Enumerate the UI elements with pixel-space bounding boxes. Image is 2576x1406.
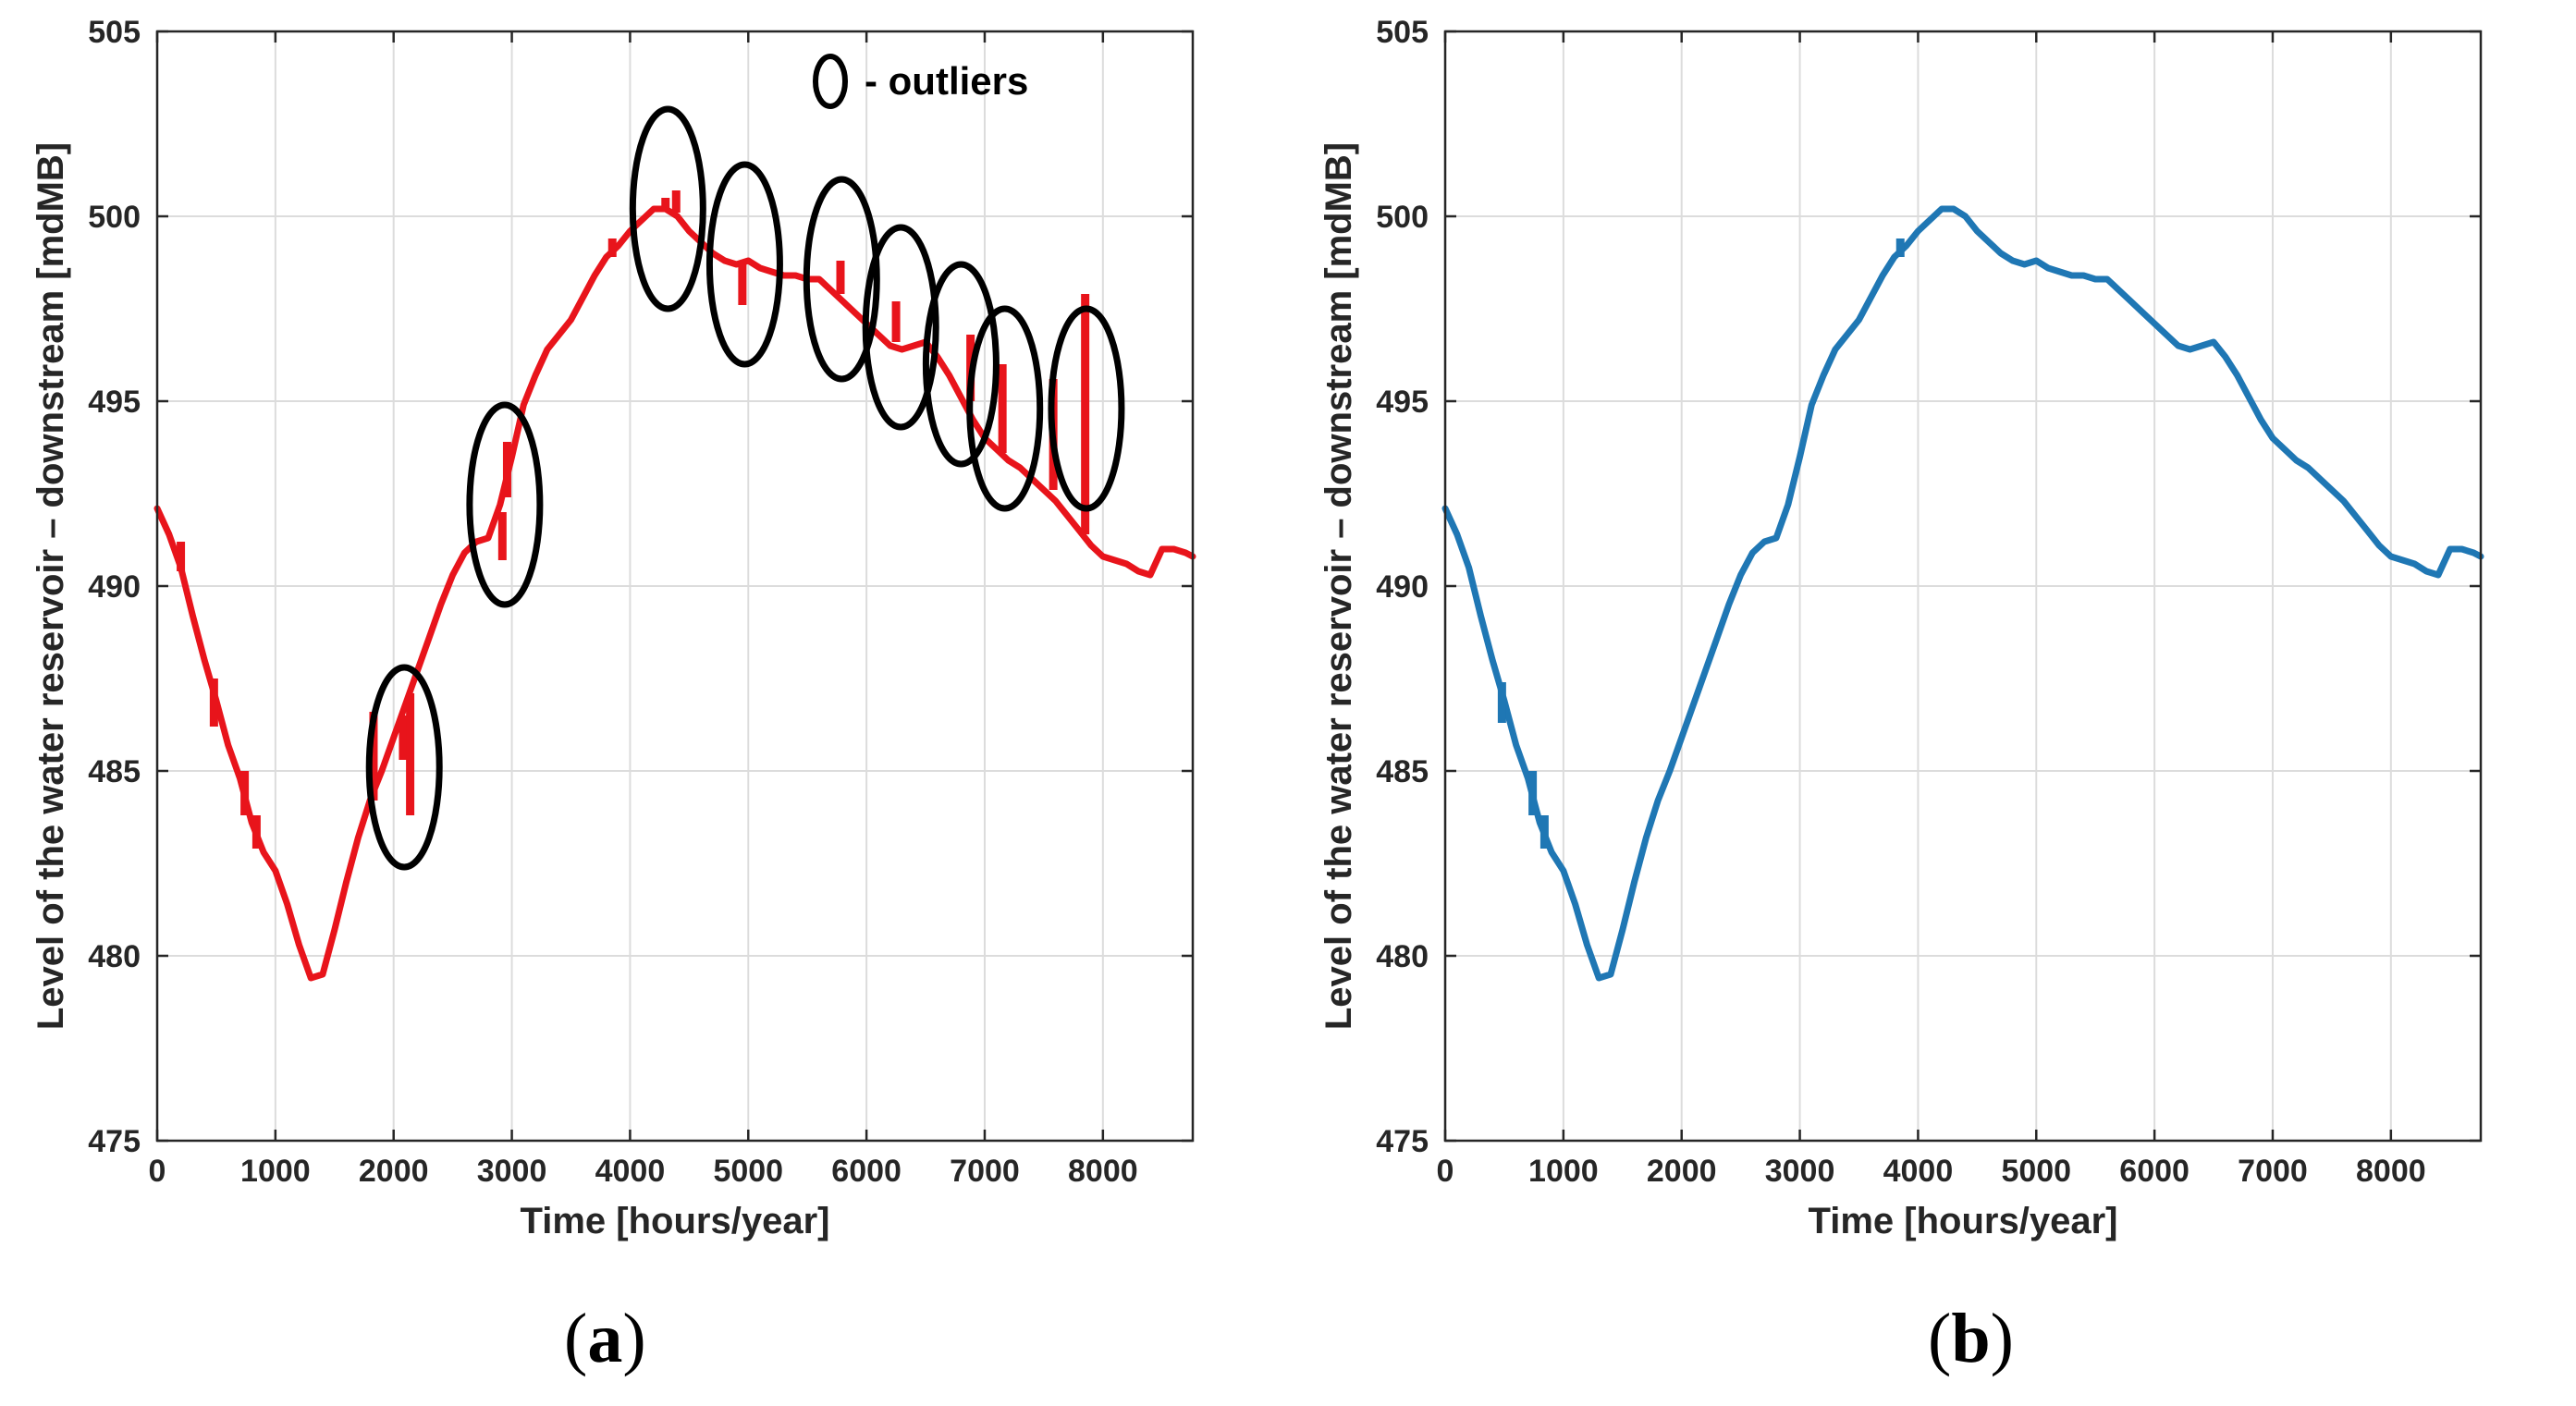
x-tick-label: 5000 [713,1154,783,1189]
panel-label-a-close: ) [622,1300,646,1377]
y-tick-label: 495 [1376,385,1429,420]
outlier-ellipse [705,161,783,368]
outlier-ellipse [803,176,880,383]
chart-panel-b: 0 1000 2000 3000 4000 5000 6000 7000 8000 475 480 4… [1319,15,2484,1241]
x-tick-label: 4000 [595,1154,666,1189]
outlier-ellipse [466,401,544,608]
y-tick-label: 485 [1376,754,1429,789]
x-tick-label: 4000 [1883,1154,1954,1189]
y-tick-label: 500 [88,200,141,235]
outlier-ellipse [862,224,939,431]
x-tick-label: 8000 [2356,1154,2426,1189]
panel-label-a-open: ( [564,1300,588,1377]
y-tick-label: 485 [88,754,141,789]
x-tick-label: 3000 [477,1154,547,1189]
x-tick-label: 5000 [2001,1154,2071,1189]
outlier-ellipse [966,305,1044,512]
panel-label-b-open: ( [1928,1300,1952,1377]
panel-label-a-letter: a [587,1300,623,1377]
legend: - outliers [813,54,1028,109]
y-axis-label: Level of the water reservoir – downstrea… [31,142,71,1030]
outlier-ellipse [629,105,706,312]
x-tick-label: 7000 [2238,1154,2308,1189]
x-tick-label: 2000 [359,1154,429,1189]
y-tick-label: 500 [1376,200,1429,235]
outlier-ellipse [1048,305,1125,512]
x-axis-label: Time [hours/year] [1809,1201,2118,1241]
y-tick-label: 480 [88,939,141,974]
panel-label-b-close: ) [1990,1300,2014,1377]
y-tick-label: 490 [1376,569,1429,605]
outlier-ellipse [922,261,1000,468]
x-tick-label: 2000 [1647,1154,1717,1189]
x-axis-label: Time [hours/year] [521,1201,830,1241]
x-tick-label: 3000 [1765,1154,1835,1189]
panel-label-b: (b) [1928,1299,2014,1379]
y-tick-label: 505 [88,15,141,50]
x-tick-label: 1000 [1528,1154,1599,1189]
y-axis-label: Level of the water reservoir – downstrea… [1319,142,1359,1030]
y-tick-label: 490 [88,569,141,605]
x-tick-label: 6000 [2119,1154,2190,1189]
legend-label: - outliers [865,59,1028,103]
x-tick-label: 1000 [240,1154,311,1189]
x-tick-label: 8000 [1068,1154,1138,1189]
x-tick-label: 6000 [831,1154,902,1189]
series-line [1441,205,2484,982]
y-tick-label: 480 [1376,939,1429,974]
y-tick-label: 475 [1376,1124,1429,1159]
panel-label-b-letter: b [1951,1300,1991,1377]
series-line [153,205,1196,982]
outlier-ellipse [365,664,443,871]
y-tick-label: 505 [1376,15,1429,50]
panel-label-a: (a) [564,1299,646,1379]
y-tick-label: 495 [88,385,141,420]
chart-panel-a: 0 1000 2000 3000 4000 5000 6000 7000 8000 475 480 4… [31,15,1196,1241]
x-tick-label: 0 [149,1154,166,1189]
x-tick-label: 0 [1437,1154,1454,1189]
y-tick-label: 475 [88,1124,141,1159]
x-tick-label: 7000 [950,1154,1020,1189]
legend-ellipse-icon [813,54,848,109]
